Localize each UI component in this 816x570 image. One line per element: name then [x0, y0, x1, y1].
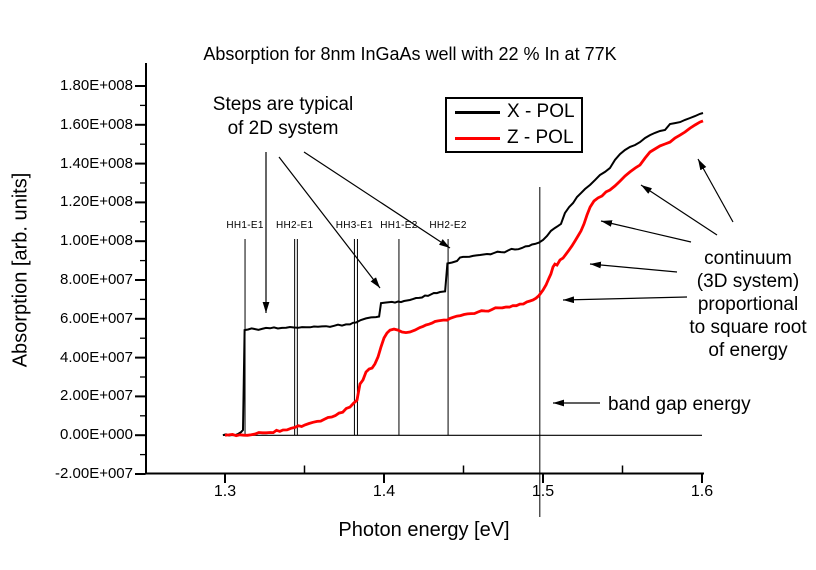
- transition-label: HH2-E1: [275, 220, 314, 231]
- continuum-arrow-5: [562, 296, 688, 304]
- continuum-arrow-3: [600, 220, 692, 243]
- continuum-annotation: continuum (3D system) proportional to sq…: [648, 247, 816, 362]
- transition-label: HH1-E1: [226, 220, 264, 231]
- x-tick-label: 1.6: [690, 483, 714, 500]
- band-gap-annotation: band gap energy: [608, 394, 751, 415]
- y-tick-label: -2.00E+007: [55, 465, 133, 482]
- continuum-line5: of energy: [708, 340, 788, 361]
- legend-entry-zpol: Z - POL: [455, 127, 581, 149]
- x-pol-curve: [222, 112, 704, 437]
- transition-label: HH3-E1: [335, 220, 374, 231]
- y-tick-label: 1.80E+008: [60, 77, 133, 94]
- continuum-arrow-2: [640, 184, 718, 236]
- steps-annotation-line1: Steps are typical: [212, 94, 354, 115]
- steps-annotation-line2: of 2D system: [227, 118, 339, 139]
- continuum-line3: proportional: [697, 294, 799, 315]
- legend: X - POL Z - POL: [445, 97, 583, 153]
- steps-annotation-arrow-hh3: [278, 156, 381, 289]
- continuum-arrow-4: [589, 261, 678, 273]
- x-axis-title: Photon energy [eV]: [338, 519, 510, 541]
- chart-title: Absorption for 8nm InGaAs well with 22 %…: [203, 44, 617, 64]
- y-tick-label: 0.00E+000: [60, 426, 133, 444]
- continuum-line1: continuum: [704, 248, 792, 269]
- y-tick-label: 4.00E+007: [60, 348, 133, 366]
- y-tick-label: 2.00E+007: [60, 387, 133, 405]
- steps-annotation: Steps are typical of 2D system: [183, 93, 383, 141]
- legend-label-xpol: X - POL: [507, 101, 575, 122]
- legend-line-sample-zpol: [455, 136, 500, 140]
- y-tick-label: 1.40E+008: [60, 154, 133, 172]
- steps-annotation-arrow-hh2e2: [303, 151, 451, 249]
- y-tick-label: 1.00E+008: [60, 232, 133, 250]
- y-tick-label: 6.00E+007: [60, 309, 133, 327]
- legend-line-sample-xpol: [455, 110, 500, 114]
- x-tick-label: 1.3: [213, 483, 237, 500]
- y-tick-label: 1.60E+008: [60, 115, 133, 133]
- legend-label-zpol: Z - POL: [507, 127, 574, 148]
- z-pol-curve: [224, 119, 704, 438]
- y-tick-label: 8.00E+007: [60, 271, 133, 288]
- continuum-arrow-1: [697, 158, 734, 223]
- continuum-line4: to square root: [689, 317, 807, 338]
- transition-label: HH2-E2: [429, 220, 467, 231]
- legend-entry-xpol: X - POL: [455, 101, 581, 123]
- transition-label: HH1-E2: [380, 220, 418, 231]
- continuum-line2: (3D system): [696, 271, 800, 292]
- x-tick-label: 1.5: [531, 483, 555, 500]
- x-tick-label: 1.4: [372, 483, 396, 500]
- y-tick-label: 1.20E+008: [60, 193, 133, 211]
- y-axis-title: Absorption [arb. units]: [9, 172, 32, 368]
